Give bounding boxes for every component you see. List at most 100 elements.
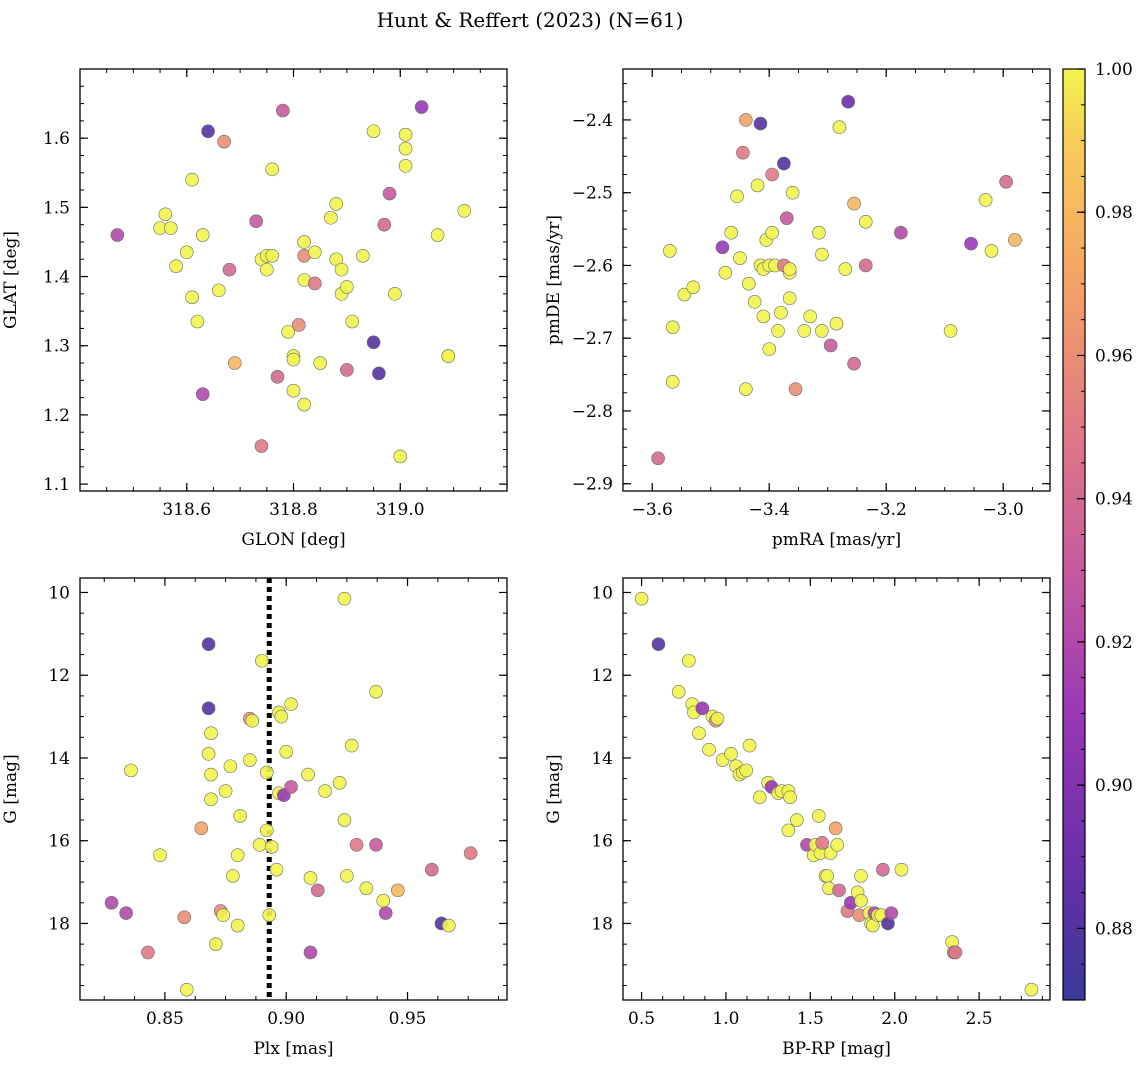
data-point bbox=[765, 225, 779, 240]
data-point bbox=[847, 356, 861, 371]
colorbar-tick-label: 0.92 bbox=[1095, 633, 1133, 653]
data-point bbox=[686, 280, 700, 295]
data-point bbox=[964, 236, 978, 251]
data-point bbox=[223, 759, 238, 774]
y-axis-label: G [mag] bbox=[544, 754, 564, 823]
data-point bbox=[828, 821, 843, 836]
data-point bbox=[815, 835, 829, 850]
y-tick-label: 18 bbox=[591, 914, 613, 934]
data-point bbox=[340, 280, 354, 294]
data-point bbox=[829, 316, 844, 331]
data-point bbox=[838, 262, 853, 276]
data-point bbox=[201, 124, 215, 139]
data-point bbox=[854, 893, 868, 908]
data-point bbox=[169, 259, 183, 273]
data-point bbox=[782, 262, 797, 276]
data-point bbox=[359, 881, 374, 896]
data-point bbox=[841, 94, 855, 109]
data-point bbox=[262, 908, 277, 922]
y-tick-label: −2.4 bbox=[572, 111, 613, 131]
x-tick-label: 318.8 bbox=[269, 500, 318, 520]
x-tick-label: 1.5 bbox=[797, 1009, 824, 1029]
data-point bbox=[752, 790, 767, 805]
data-point bbox=[894, 225, 908, 240]
data-point bbox=[847, 196, 861, 211]
data-point bbox=[854, 869, 868, 883]
data-point bbox=[340, 869, 354, 883]
data-point bbox=[301, 767, 315, 782]
data-point bbox=[771, 324, 785, 338]
data-point bbox=[356, 248, 370, 263]
y-tick-label: 14 bbox=[48, 749, 70, 769]
panel-color-magnitude: 0.5 1.0 1.5 2.0 2.5 10 12 14 16 18 BP-RP [mag] G [m… bbox=[544, 577, 1051, 1059]
x-tick-label: −3.2 bbox=[866, 500, 907, 520]
data-point bbox=[718, 265, 733, 280]
x-tick-label: 319.0 bbox=[376, 500, 425, 520]
figure-title: Hunt & Reffert (2023) (N=61) bbox=[377, 8, 684, 32]
y-tick-label: 1.4 bbox=[43, 268, 70, 288]
panel-proper-motion: −3.6 −3.4 −3.2 −3.0 −2.9 −2.8 −2.7 −2.6 −2.5 −2.4… bbox=[544, 68, 1051, 550]
data-point bbox=[204, 726, 218, 740]
data-point bbox=[999, 174, 1013, 189]
data-point bbox=[774, 305, 788, 320]
data-point bbox=[245, 713, 260, 728]
data-point bbox=[337, 813, 352, 827]
y-tick-label: 14 bbox=[591, 749, 613, 769]
axes-frame bbox=[79, 577, 508, 1001]
data-point bbox=[943, 324, 958, 338]
data-point bbox=[110, 228, 125, 242]
data-point bbox=[830, 838, 845, 852]
data-point bbox=[762, 342, 777, 356]
data-point bbox=[230, 848, 245, 862]
data-point bbox=[292, 318, 306, 332]
data-point bbox=[782, 291, 797, 305]
data-point bbox=[765, 167, 779, 182]
data-point bbox=[414, 100, 429, 114]
data-point bbox=[820, 869, 835, 883]
data-point bbox=[797, 324, 812, 338]
data-point bbox=[276, 103, 290, 118]
data-point bbox=[124, 763, 138, 778]
data-point bbox=[715, 240, 730, 255]
data-point bbox=[747, 295, 762, 309]
data-point bbox=[742, 738, 757, 753]
x-tick-label: 0.85 bbox=[146, 1009, 184, 1029]
data-point bbox=[230, 918, 245, 933]
y-tick-label: 18 bbox=[48, 914, 70, 934]
data-point bbox=[264, 840, 279, 854]
colorbar-tick-label: 0.96 bbox=[1095, 346, 1133, 366]
data-point bbox=[739, 113, 753, 127]
x-tick-label: −3.6 bbox=[632, 500, 673, 520]
data-point bbox=[724, 747, 738, 761]
data-point bbox=[313, 356, 327, 370]
y-tick-label: 1.6 bbox=[43, 129, 70, 149]
data-point bbox=[201, 701, 216, 716]
data-point bbox=[391, 883, 405, 898]
data-point bbox=[441, 349, 456, 363]
data-point bbox=[651, 637, 666, 651]
data-point bbox=[349, 838, 364, 852]
data-point bbox=[858, 258, 873, 273]
data-point bbox=[204, 767, 218, 782]
data-point bbox=[265, 248, 279, 263]
data-point bbox=[750, 178, 765, 193]
data-point bbox=[457, 204, 472, 218]
data-point bbox=[790, 813, 804, 827]
data-point bbox=[695, 701, 710, 716]
data-point bbox=[739, 763, 754, 778]
data-point bbox=[265, 162, 279, 177]
y-tick-label: −2.6 bbox=[572, 256, 613, 276]
data-point bbox=[334, 262, 349, 277]
y-tick-label: 1.2 bbox=[43, 406, 70, 426]
data-point bbox=[398, 141, 413, 156]
data-point bbox=[332, 775, 347, 790]
data-point bbox=[218, 784, 233, 798]
scatter-points bbox=[634, 591, 1039, 997]
y-tick-label: 10 bbox=[591, 583, 613, 603]
x-axis-label: GLON [deg] bbox=[241, 530, 345, 550]
y-tick-label: 1.3 bbox=[43, 337, 70, 357]
data-point bbox=[876, 862, 890, 877]
y-tick-label: 12 bbox=[48, 666, 70, 686]
data-point bbox=[366, 124, 381, 139]
